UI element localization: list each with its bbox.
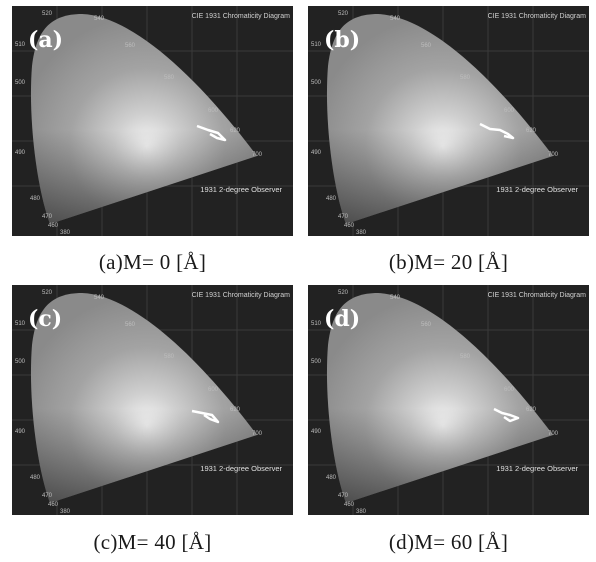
wavelength-label-600: 600 — [504, 108, 515, 114]
wavelength-label-490: 490 — [15, 429, 26, 435]
wavelength-label-470: 470 — [338, 214, 349, 220]
diagram-title: CIE 1931 Chromaticity Diagram — [192, 292, 291, 299]
color-coordinate-trace — [191, 409, 220, 424]
panel-letter: (d) — [324, 306, 360, 332]
caption-c: (c)M= 40 [Å] — [93, 530, 212, 554]
color-coordinate-trace — [479, 122, 515, 140]
wavelength-label-470: 470 — [338, 493, 349, 499]
panel-letter: (b) — [324, 27, 360, 53]
wavelength-label-510: 510 — [311, 42, 322, 48]
wavelength-label-510: 510 — [15, 321, 26, 327]
wavelength-label-520: 520 — [338, 11, 349, 17]
wavelength-label-480: 480 — [30, 196, 41, 202]
wavelength-label-470: 470 — [42, 493, 53, 499]
diagram-title: CIE 1931 Chromaticity Diagram — [192, 13, 291, 20]
color-coordinate-trace — [493, 407, 520, 423]
caption-a: (a)M= 0 [Å] — [98, 250, 207, 274]
wavelength-label-380: 380 — [356, 509, 367, 515]
wavelength-label-540: 540 — [94, 295, 105, 301]
wavelength-label-560: 560 — [125, 322, 136, 328]
wavelength-label-700: 700 — [548, 152, 559, 158]
wavelength-label-380: 380 — [356, 230, 367, 236]
wavelength-label-500: 500 — [15, 359, 26, 365]
wavelength-label-620: 620 — [526, 128, 537, 134]
wavelength-label-700: 700 — [252, 431, 263, 437]
caption-d: (d)M= 60 [Å] — [388, 530, 509, 554]
panel-a: 520 540 510 560 500 580 490 600 620 700 … — [12, 6, 293, 236]
locus-shading — [30, 14, 258, 224]
wavelength-label-620: 620 — [526, 407, 537, 413]
wavelength-label-620: 620 — [230, 407, 241, 413]
wavelength-label-380: 380 — [60, 509, 71, 515]
wavelength-label-470: 470 — [42, 214, 53, 220]
wavelength-label-580: 580 — [164, 354, 175, 360]
panel-c: 520 540 510 560 500 580 490 600 620 700 … — [12, 285, 293, 515]
wavelength-label-490: 490 — [15, 150, 26, 156]
locus-shading — [326, 293, 553, 503]
observer-label: 1931 2-degree Observer — [200, 464, 282, 473]
wavelength-label-500: 500 — [15, 80, 26, 86]
wavelength-label-620: 620 — [230, 128, 241, 134]
wavelength-label-540: 540 — [390, 16, 401, 22]
wavelength-label-490: 490 — [311, 429, 322, 435]
wavelength-label-580: 580 — [164, 75, 175, 81]
observer-label: 1931 2-degree Observer — [200, 185, 282, 194]
wavelength-label-480: 480 — [30, 475, 41, 481]
wavelength-label-700: 700 — [252, 152, 263, 158]
wavelength-label-560: 560 — [421, 322, 432, 328]
wavelength-label-600: 600 — [504, 387, 515, 393]
wavelength-label-520: 520 — [42, 11, 53, 17]
color-coordinate-trace — [196, 124, 227, 142]
chromaticity-diagram-c: 520 540 510 560 500 580 490 600 620 700 … — [12, 285, 293, 515]
wavelength-label-540: 540 — [390, 295, 401, 301]
wavelength-label-520: 520 — [338, 290, 349, 296]
wavelength-label-560: 560 — [421, 43, 432, 49]
wavelength-label-580: 580 — [460, 75, 471, 81]
wavelength-label-460: 460 — [344, 502, 355, 508]
wavelength-label-500: 500 — [311, 80, 322, 86]
wavelength-label-600: 600 — [208, 108, 219, 114]
wavelength-label-460: 460 — [48, 223, 59, 229]
wavelength-label-500: 500 — [311, 359, 322, 365]
wavelength-label-480: 480 — [326, 196, 337, 202]
panel-b: 520 540 510 560 500 580 490 600 620 700 … — [308, 6, 589, 236]
panel-d: 520 540 510 560 500 580 490 600 620 700 … — [308, 285, 589, 515]
caption-b: (b)M= 20 [Å] — [388, 250, 509, 274]
wavelength-label-490: 490 — [311, 150, 322, 156]
wavelength-label-510: 510 — [15, 42, 26, 48]
wavelength-label-560: 560 — [125, 43, 136, 49]
wavelength-label-460: 460 — [48, 502, 59, 508]
chromaticity-diagram-a: 520 540 510 560 500 580 490 600 620 700 … — [12, 6, 293, 236]
wavelength-label-540: 540 — [94, 16, 105, 22]
wavelength-label-700: 700 — [548, 431, 559, 437]
wavelength-label-380: 380 — [60, 230, 71, 236]
diagram-title: CIE 1931 Chromaticity Diagram — [488, 13, 587, 20]
diagram-title: CIE 1931 Chromaticity Diagram — [488, 292, 587, 299]
observer-label: 1931 2-degree Observer — [496, 464, 578, 473]
chromaticity-diagram-d: 520 540 510 560 500 580 490 600 620 700 … — [308, 285, 589, 515]
panel-letter: (c) — [28, 306, 62, 332]
chromaticity-diagram-b: 520 540 510 560 500 580 490 600 620 700 … — [308, 6, 589, 236]
wavelength-label-580: 580 — [460, 354, 471, 360]
wavelength-label-520: 520 — [42, 290, 53, 296]
wavelength-label-510: 510 — [311, 321, 322, 327]
panel-letter: (a) — [28, 27, 63, 53]
wavelength-label-480: 480 — [326, 475, 337, 481]
wavelength-label-600: 600 — [208, 387, 219, 393]
wavelength-label-460: 460 — [344, 223, 355, 229]
locus-shading — [326, 14, 553, 224]
locus-shading — [30, 293, 258, 503]
observer-label: 1931 2-degree Observer — [496, 185, 578, 194]
